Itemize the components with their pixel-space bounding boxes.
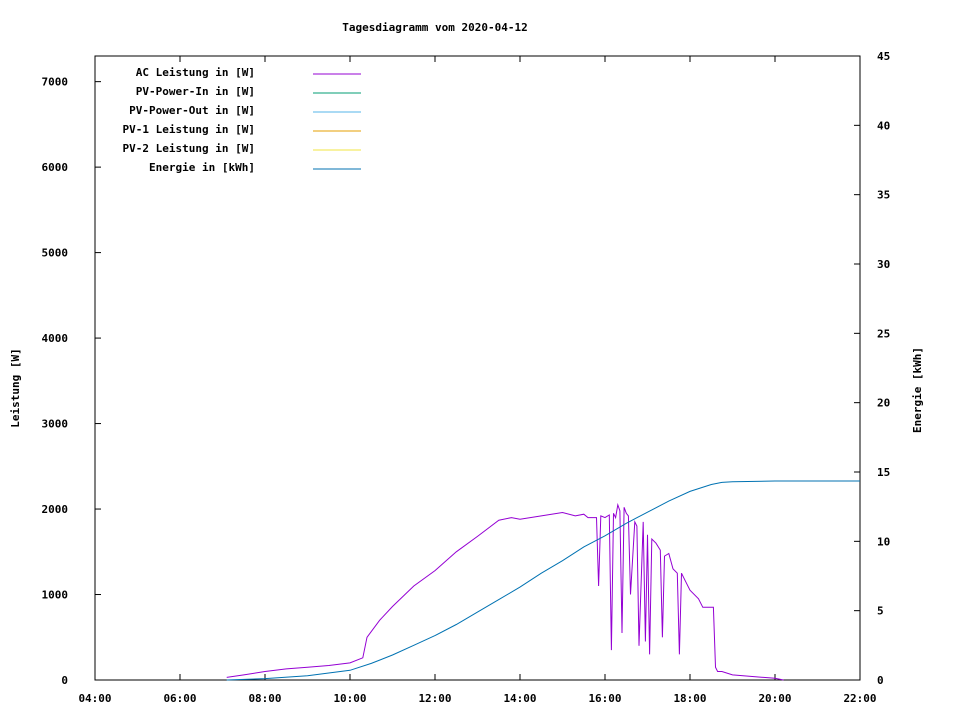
y2-tick-label: 5 xyxy=(877,605,884,618)
x-tick-label: 08:00 xyxy=(248,692,281,705)
y2-tick-label: 30 xyxy=(877,258,890,271)
y-tick-label: 0 xyxy=(61,674,68,687)
legend-label: PV-Power-Out in [W] xyxy=(129,104,255,117)
x-tick-label: 12:00 xyxy=(418,692,451,705)
x-tick-label: 04:00 xyxy=(78,692,111,705)
x-tick-label: 14:00 xyxy=(503,692,536,705)
y-tick-label: 5000 xyxy=(42,247,69,260)
y2-tick-label: 25 xyxy=(877,327,890,340)
x-tick-label: 18:00 xyxy=(673,692,706,705)
series-line xyxy=(226,502,784,681)
chart-title: Tagesdiagramm vom 2020-04-12 xyxy=(342,21,527,34)
y2-tick-label: 10 xyxy=(877,535,890,548)
x-tick-label: 20:00 xyxy=(758,692,791,705)
y-tick-label: 4000 xyxy=(42,332,69,345)
data-lines xyxy=(226,480,860,681)
y2-tick-label: 35 xyxy=(877,189,890,202)
y2-tick-label: 15 xyxy=(877,466,890,479)
y-tick-label: 7000 xyxy=(42,76,69,89)
series-line xyxy=(226,480,860,681)
y2-tick-label: 20 xyxy=(877,397,890,410)
legend-label: PV-Power-In in [W] xyxy=(136,85,255,98)
legend-label: PV-1 Leistung in [W] xyxy=(123,123,255,136)
y2-axis-label: Energie [kWh] xyxy=(911,347,924,433)
legend-label: Energie in [kWh] xyxy=(149,161,255,174)
y-axis-label: Leistung [W] xyxy=(9,348,22,427)
y2-tick-label: 45 xyxy=(877,50,890,63)
axis-ticks: 04:00 06:00 08:00 10:00 12:00 14:00 16:00 18:00… xyxy=(42,50,891,705)
x-tick-label: 16:00 xyxy=(588,692,621,705)
legend-label: PV-2 Leistung in [W] xyxy=(123,142,255,155)
x-tick-label: 22:00 xyxy=(843,692,876,705)
y-tick-label: 6000 xyxy=(42,161,69,174)
legend: AC Leistung in [W] PV-Power-In in [W] PV-P… xyxy=(123,66,361,174)
x-tick-label: 10:00 xyxy=(333,692,366,705)
plot-frame xyxy=(94,55,861,681)
y-tick-label: 1000 xyxy=(42,589,69,602)
y2-tick-label: 0 xyxy=(877,674,884,687)
legend-label: AC Leistung in [W] xyxy=(136,66,255,79)
y2-tick-label: 40 xyxy=(877,119,890,132)
x-tick-label: 06:00 xyxy=(163,692,196,705)
y-tick-label: 2000 xyxy=(42,503,69,516)
y-tick-label: 3000 xyxy=(42,418,69,431)
